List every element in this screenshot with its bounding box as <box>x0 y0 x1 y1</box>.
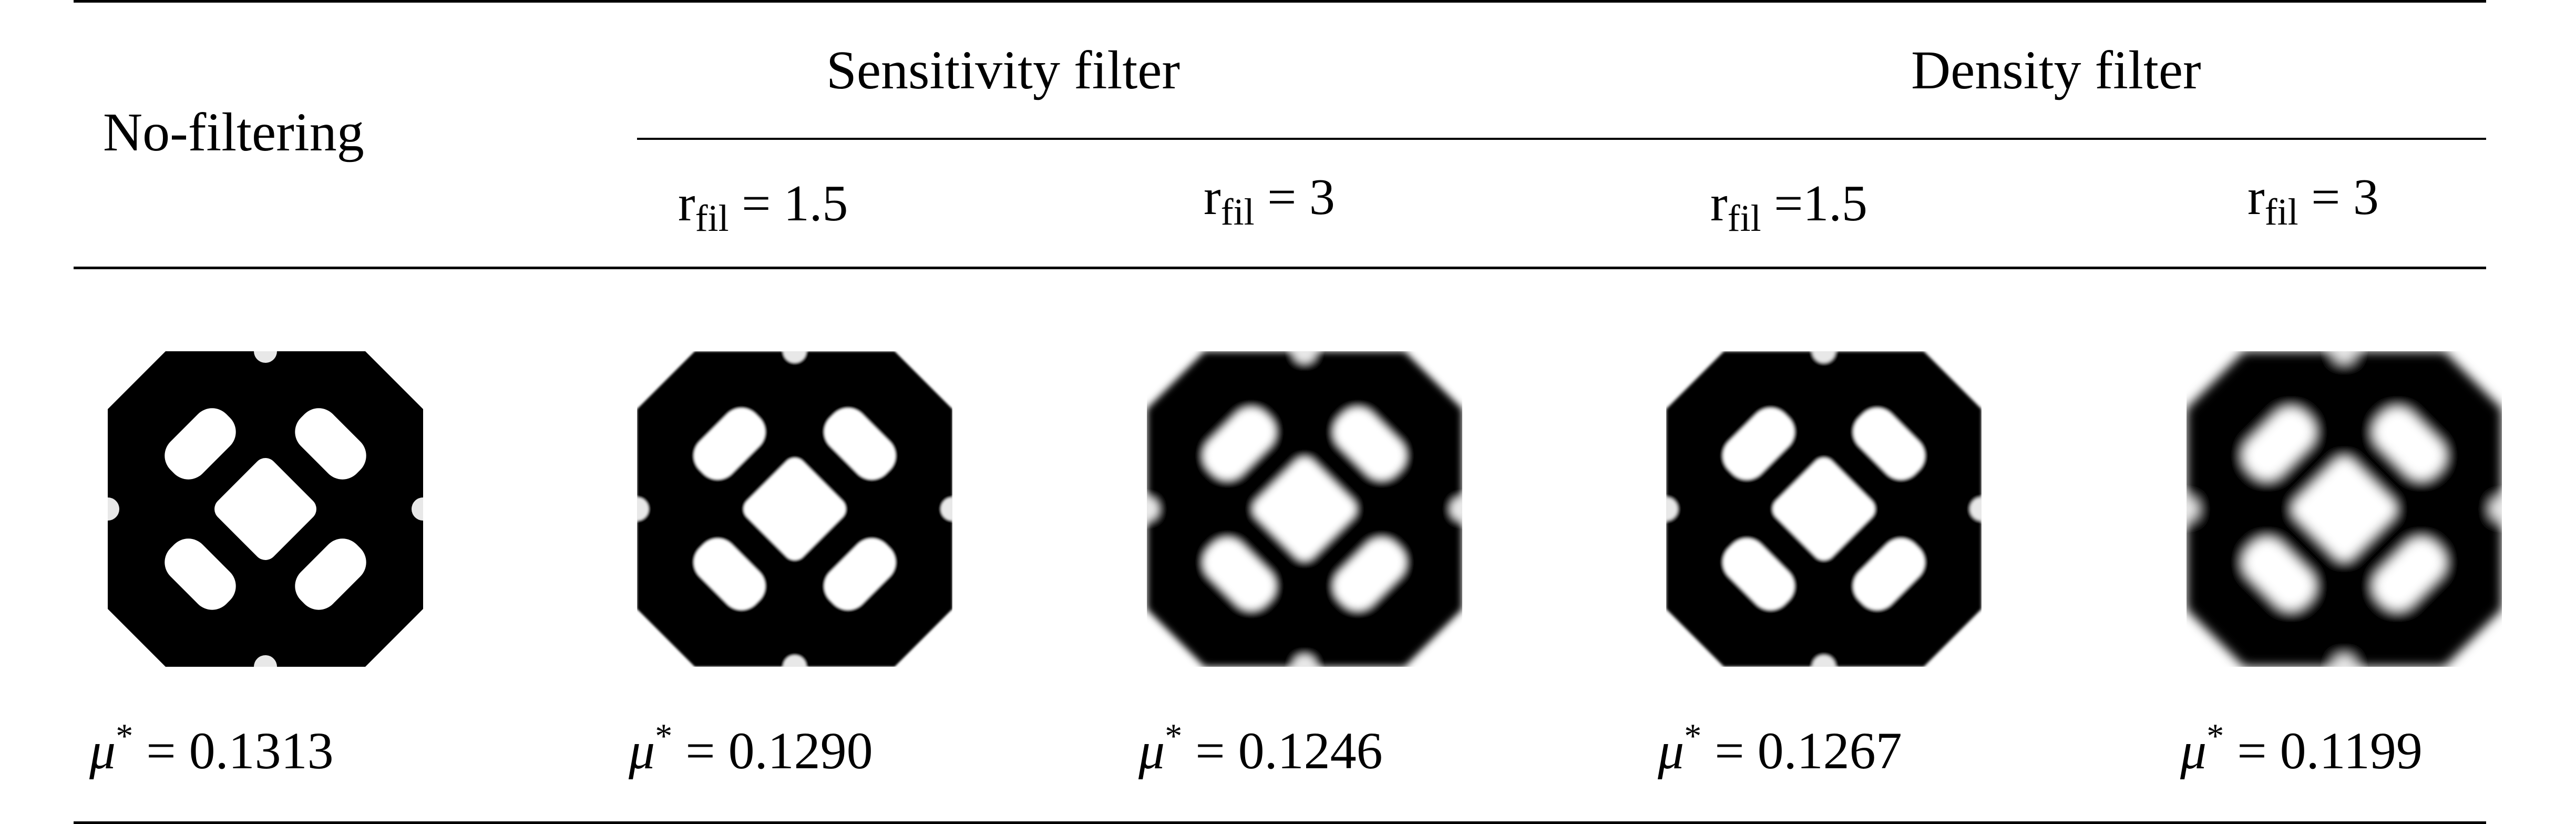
microstructure-no-filtering <box>108 351 423 667</box>
r-symbol: r <box>1204 169 1221 226</box>
lattice-edge-notch <box>1812 655 1835 667</box>
lattice-void <box>1853 538 1925 610</box>
lattice-edge-notch <box>254 351 277 363</box>
mu-value: = 0.1267 <box>1715 721 1902 780</box>
lattice-void <box>1334 538 1405 610</box>
subheader-density-r15: rfil =1.5 <box>1710 175 1867 237</box>
mu-value: = 0.1246 <box>1195 721 1383 780</box>
header-bottom-rule <box>74 267 2486 269</box>
lattice-edge-notch <box>1293 351 1316 363</box>
lattice-edge-notch <box>108 497 119 521</box>
lattice-void <box>1204 408 1275 480</box>
lattice-void <box>1773 458 1875 560</box>
header-group-rule <box>637 138 2486 140</box>
subheader-density-r3: rfil = 3 <box>2247 169 2379 231</box>
lattice-void <box>824 408 896 480</box>
r-relation: = 1.5 <box>742 175 848 232</box>
lattice-void <box>744 458 846 560</box>
lattice-void <box>2293 458 2395 560</box>
lattice-edge-notch <box>783 351 806 363</box>
mu-value: = 0.1313 <box>146 721 334 780</box>
result-no-filtering: μ* = 0.1313 <box>89 719 334 777</box>
lattice-void <box>1723 538 1794 610</box>
lattice-void <box>694 538 765 610</box>
lattice-edge-notch <box>1970 497 1982 521</box>
fil-subscript: fil <box>1220 191 1255 233</box>
r-relation: = 3 <box>2311 169 2379 226</box>
microstructure-sensitivity-r15 <box>637 351 952 667</box>
header-sensitivity-filter: Sensitivity filter <box>826 40 1181 100</box>
mu-symbol: μ <box>89 721 116 780</box>
lattice-edge-notch <box>2333 351 2356 363</box>
r-symbol: r <box>2247 169 2265 226</box>
r-relation: = 3 <box>1267 169 1335 226</box>
mu-star: * <box>1684 717 1702 756</box>
lattice-void <box>214 458 316 560</box>
lattice-edge-notch <box>2333 655 2356 667</box>
fil-subscript: fil <box>695 197 729 240</box>
lattice-svg <box>1147 351 1462 667</box>
microstructure-density-r3 <box>2187 351 2502 667</box>
lattice-void <box>1204 538 1275 610</box>
lattice-edge-notch <box>1812 351 1835 363</box>
lattice-edge-notch <box>2490 497 2502 521</box>
top-rule <box>74 0 2486 3</box>
subheader-sensitivity-r3: rfil = 3 <box>1204 169 1335 231</box>
mu-star: * <box>1165 717 1183 756</box>
result-sensitivity-r15: μ* = 0.1290 <box>629 719 873 777</box>
r-symbol: r <box>1710 175 1728 232</box>
lattice-void <box>165 408 236 480</box>
lattice-edge-notch <box>783 655 806 667</box>
bottom-rule <box>74 821 2486 824</box>
lattice-svg <box>108 351 423 667</box>
mu-star: * <box>655 717 673 756</box>
lattice-svg <box>637 351 952 667</box>
fil-subscript: fil <box>2264 191 2298 233</box>
lattice-void <box>1254 458 1356 560</box>
mu-value: = 0.1290 <box>685 721 873 780</box>
result-sensitivity-r3: μ* = 0.1246 <box>1138 719 1383 777</box>
lattice-void <box>824 538 896 610</box>
mu-symbol: μ <box>2180 721 2207 780</box>
header-no-filtering: No-filtering <box>103 102 364 162</box>
lattice-void <box>694 408 765 480</box>
mu-symbol: μ <box>629 721 655 780</box>
mu-star: * <box>2206 717 2224 756</box>
lattice-void <box>2374 538 2445 610</box>
lattice-void <box>2243 408 2315 480</box>
r-relation: =1.5 <box>1774 175 1867 232</box>
r-symbol: r <box>678 175 695 232</box>
header-density-filter: Density filter <box>1911 40 2201 100</box>
lattice-edge-notch <box>1293 655 1316 667</box>
lattice-void <box>2243 538 2315 610</box>
lattice-edge-notch <box>412 497 423 521</box>
result-density-r3: μ* = 0.1199 <box>2180 719 2423 777</box>
lattice-void <box>295 538 366 610</box>
lattice-void <box>1334 408 1405 480</box>
microstructure-density-r15 <box>1666 351 1982 667</box>
lattice-edge-notch <box>2187 497 2198 521</box>
lattice-void <box>165 538 236 610</box>
mu-symbol: μ <box>1138 721 1165 780</box>
lattice-void <box>1853 408 1925 480</box>
mu-value: = 0.1199 <box>2237 721 2423 780</box>
mu-symbol: μ <box>1658 721 1685 780</box>
lattice-void <box>295 408 366 480</box>
lattice-edge-notch <box>254 655 277 667</box>
lattice-svg <box>2187 351 2502 667</box>
lattice-edge-notch <box>1451 497 1462 521</box>
lattice-void <box>1723 408 1794 480</box>
lattice-svg <box>1666 351 1982 667</box>
subheader-sensitivity-r15: rfil = 1.5 <box>678 175 848 237</box>
lattice-edge-notch <box>941 497 952 521</box>
microstructure-sensitivity-r3 <box>1147 351 1462 667</box>
fil-subscript: fil <box>1727 197 1761 240</box>
lattice-edge-notch <box>1666 497 1678 521</box>
result-density-r15: μ* = 0.1267 <box>1658 719 1902 777</box>
lattice-edge-notch <box>637 497 649 521</box>
mu-star: * <box>116 717 134 756</box>
lattice-edge-notch <box>1147 497 1158 521</box>
lattice-void <box>2374 408 2445 480</box>
